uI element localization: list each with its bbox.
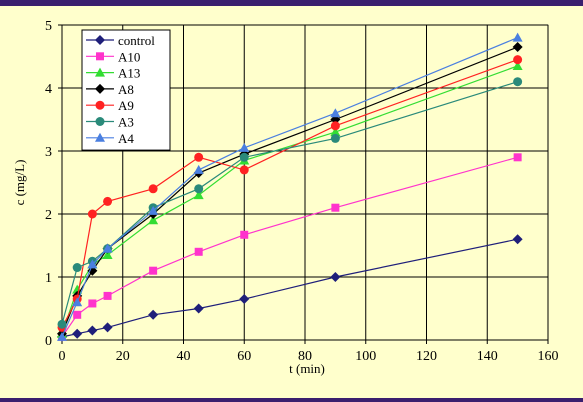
x-axis-label: t (min): [289, 361, 325, 376]
data-point-a13: [102, 249, 113, 259]
legend-marker: [95, 83, 105, 94]
y-tick-label: 0: [45, 334, 52, 349]
y-axis-label: c (mg/L): [12, 160, 27, 206]
data-point-a10: [513, 153, 522, 162]
legend-label: A10: [118, 49, 140, 64]
x-tick-label: 140: [477, 349, 498, 364]
data-point-a10: [331, 203, 340, 212]
y-tick-label: 2: [45, 208, 52, 223]
data-point-a9: [513, 55, 523, 65]
data-point-a9: [239, 165, 249, 175]
data-point-a3: [57, 319, 67, 329]
data-point-control: [193, 303, 204, 314]
data-point-a13: [148, 215, 159, 225]
legend-label: A4: [118, 131, 134, 146]
data-point-control: [330, 272, 341, 282]
data-point-a9: [103, 196, 113, 206]
data-point-a9: [148, 184, 158, 194]
data-point-a10: [88, 299, 97, 308]
legend-marker: [96, 52, 104, 61]
legend-entry-a3: A3: [86, 115, 134, 130]
data-point-a4: [193, 164, 204, 174]
data-point-a10: [103, 291, 112, 300]
data-point-a9: [330, 121, 340, 131]
data-point-a3: [239, 152, 249, 162]
legend-label: A9: [118, 98, 134, 113]
data-point-a10: [149, 266, 158, 275]
data-point-a3: [330, 133, 340, 143]
legend-label: A8: [118, 82, 134, 97]
data-point-a4: [239, 142, 250, 152]
data-point-a9: [87, 209, 97, 219]
data-point-control: [102, 322, 113, 333]
y-tick-label: 1: [45, 271, 52, 286]
data-point-a4: [330, 108, 341, 118]
legend-entry-a4: A4: [86, 131, 134, 146]
legend-entry-a8: A8: [86, 82, 134, 97]
x-tick-label: 0: [59, 349, 66, 364]
x-tick-label: 160: [538, 349, 559, 364]
legend-marker: [95, 132, 105, 142]
legend-entry-a10: A10: [86, 49, 140, 64]
data-point-a8: [512, 42, 523, 53]
x-tick-label: 120: [416, 349, 437, 364]
legend-label: A3: [118, 115, 134, 130]
data-point-a13: [330, 127, 341, 137]
data-point-control: [148, 309, 159, 320]
data-point-a4: [72, 297, 83, 307]
tick-labels: 0 1 2 3 4 5 0 20 40 60 80 100 120 140 160: [45, 19, 559, 364]
y-tick-label: 3: [45, 145, 52, 160]
legend-label: A13: [118, 66, 140, 81]
data-point-a4: [148, 205, 159, 215]
x-tick-label: 60: [237, 349, 251, 364]
x-tick-label: 20: [116, 349, 130, 364]
x-tick-label: 100: [355, 349, 376, 364]
data-point-a10: [240, 230, 249, 239]
y-tick-label: 5: [45, 19, 52, 34]
legend-marker: [95, 35, 105, 45]
legend-marker: [95, 117, 105, 126]
data-point-a3: [513, 77, 523, 87]
data-point-a3: [72, 263, 82, 273]
data-point-control: [87, 325, 98, 336]
data-point-a3: [194, 184, 204, 194]
data-point-a4: [87, 259, 98, 269]
x-tick-label: 40: [177, 349, 191, 364]
legend-entry-control: control: [86, 33, 155, 48]
legend-marker: [95, 67, 105, 77]
legend-marker: [95, 100, 105, 110]
data-point-control: [512, 234, 523, 245]
data-point-a13: [512, 60, 523, 70]
x-tick-label: 80: [298, 349, 312, 364]
legend-entry-a13: A13: [86, 66, 140, 81]
series-a4: [57, 32, 523, 341]
data-point-control: [239, 294, 250, 305]
series-group: [57, 32, 523, 342]
data-point-a4: [57, 331, 67, 341]
legend-entry-a9: A9: [86, 98, 134, 113]
y-tick-label: 4: [45, 82, 52, 97]
data-point-a9: [194, 152, 204, 162]
data-point-a4: [102, 243, 113, 253]
legend-label: control: [118, 33, 155, 48]
data-point-a13: [193, 190, 204, 200]
data-point-control: [72, 328, 83, 339]
data-point-a10: [73, 310, 82, 319]
data-point-a10: [194, 247, 203, 256]
data-point-a4: [512, 32, 523, 42]
